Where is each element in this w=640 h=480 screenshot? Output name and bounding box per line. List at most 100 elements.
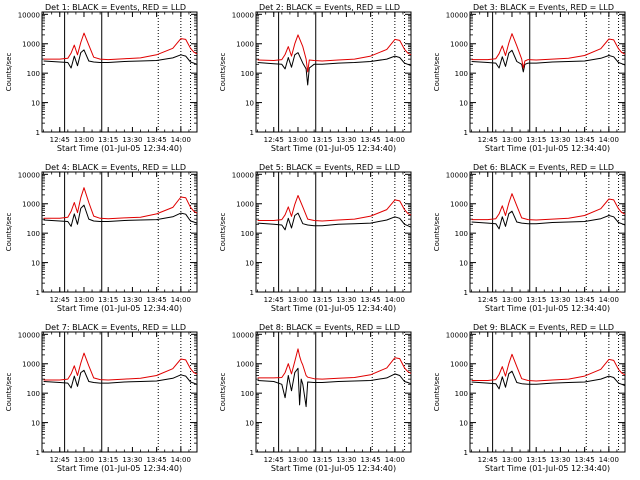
panel-title: Det 4: BLACK = Events, RED = LLD xyxy=(45,163,186,172)
y-tick-label: 100 xyxy=(27,390,40,398)
x-tick-label: 13:45 xyxy=(575,456,595,464)
y-tick-label: 1000 xyxy=(450,41,468,49)
x-tick-label: 13:30 xyxy=(336,136,356,144)
x-tick-label: 14:00 xyxy=(599,136,619,144)
panel-title: Det 8: BLACK = Events, RED = LLD xyxy=(259,323,400,332)
x-tick-label: 14:00 xyxy=(385,296,405,304)
x-tick-label: 13:00 xyxy=(74,296,94,304)
events-series-line xyxy=(43,49,198,69)
plot-frame xyxy=(41,11,198,133)
x-tick-label: 12:45 xyxy=(50,136,70,144)
plot-frame xyxy=(469,11,626,133)
detector-panel: 1 10 100 1000 10000 12:45 13:00 13:15 13:30 13:45… xyxy=(5,163,198,313)
y-axis-label: Counts/sec xyxy=(5,373,13,412)
detector-panel: 1 10 100 1000 10000 12:45 13:00 13:15 13:30 13:45… xyxy=(433,163,626,313)
x-tick-label: 13:45 xyxy=(361,456,381,464)
x-tick-label: 13:30 xyxy=(550,296,570,304)
panel-title: Det 1: BLACK = Events, RED = LLD xyxy=(45,3,186,12)
x-tick-label: 13:00 xyxy=(74,136,94,144)
events-series-line xyxy=(43,204,198,227)
y-axis-label: Counts/sec xyxy=(433,373,441,412)
x-tick-label: 14:00 xyxy=(171,296,191,304)
lld-series-line xyxy=(257,195,412,222)
y-tick-label: 10 xyxy=(31,260,40,268)
y-tick-label: 1000 xyxy=(22,201,40,209)
y-tick-label: 10 xyxy=(31,100,40,108)
y-tick-label: 1 xyxy=(36,449,40,457)
x-tick-label: 13:15 xyxy=(98,136,118,144)
y-tick-label: 100 xyxy=(455,230,468,238)
detector-panel: 1 10 100 1000 10000 12:45 13:00 13:15 13:30 13:45… xyxy=(219,163,412,313)
x-tick-label: 13:00 xyxy=(74,456,94,464)
events-series-line xyxy=(471,49,626,73)
y-tick-label: 1000 xyxy=(450,201,468,209)
panel-title: Det 9: BLACK = Events, RED = LLD xyxy=(473,323,614,332)
y-tick-label: 10000 xyxy=(446,171,468,179)
x-axis-label: Start Time (01-Jul-05 12:34:40) xyxy=(485,304,610,313)
x-axis-label: Start Time (01-Jul-05 12:34:40) xyxy=(271,304,396,313)
y-tick-label: 10000 xyxy=(18,171,40,179)
x-tick-label: 13:30 xyxy=(550,456,570,464)
x-tick-label: 13:45 xyxy=(361,136,381,144)
detector-panel: 1 10 100 1000 10000 12:45 13:00 13:15 13:30 13:45… xyxy=(5,323,198,473)
plot-frame xyxy=(255,11,412,133)
lld-series-line xyxy=(43,352,198,381)
y-axis-label: Counts/sec xyxy=(219,53,227,92)
x-tick-label: 12:45 xyxy=(478,456,498,464)
y-tick-label: 1000 xyxy=(22,361,40,369)
y-tick-label: 100 xyxy=(27,230,40,238)
plot-frame xyxy=(41,331,198,453)
y-tick-label: 10 xyxy=(245,420,254,428)
x-tick-label: 13:45 xyxy=(361,296,381,304)
events-series-line xyxy=(43,369,198,389)
x-tick-label: 13:30 xyxy=(122,296,142,304)
y-tick-label: 1000 xyxy=(236,201,254,209)
y-tick-label: 1 xyxy=(36,129,40,137)
detector-panel: 1 10 100 1000 10000 12:45 13:00 13:15 13:30 13:45… xyxy=(433,3,626,153)
x-tick-label: 13:15 xyxy=(98,456,118,464)
y-tick-label: 10000 xyxy=(232,11,254,19)
y-tick-label: 1000 xyxy=(22,41,40,49)
x-tick-label: 13:00 xyxy=(502,456,522,464)
x-tick-label: 13:30 xyxy=(122,136,142,144)
x-tick-label: 14:00 xyxy=(385,136,405,144)
y-tick-label: 10 xyxy=(459,260,468,268)
x-tick-label: 13:00 xyxy=(288,456,308,464)
y-tick-label: 1 xyxy=(464,449,468,457)
y-axis-label: Counts/sec xyxy=(5,53,13,92)
y-axis-label: Counts/sec xyxy=(219,373,227,412)
x-tick-label: 14:00 xyxy=(599,296,619,304)
detector-panel: 1 10 100 1000 10000 12:45 13:00 13:15 13:30 13:45… xyxy=(219,323,412,473)
x-tick-label: 12:45 xyxy=(264,456,284,464)
x-axis-label: Start Time (01-Jul-05 12:34:40) xyxy=(485,144,610,153)
x-tick-label: 13:30 xyxy=(550,136,570,144)
panel-title: Det 5: BLACK = Events, RED = LLD xyxy=(259,163,400,172)
y-tick-label: 1000 xyxy=(236,41,254,49)
panel-title: Det 2: BLACK = Events, RED = LLD xyxy=(259,3,400,12)
y-tick-label: 1 xyxy=(250,449,254,457)
x-tick-label: 13:00 xyxy=(502,296,522,304)
lld-series-line xyxy=(257,34,412,73)
y-tick-label: 1 xyxy=(36,289,40,297)
y-tick-label: 10000 xyxy=(446,331,468,339)
detector-panel: 1 10 100 1000 10000 12:45 13:00 13:15 13:30 13:45… xyxy=(433,323,626,473)
plot-frame xyxy=(41,171,198,293)
x-axis-label: Start Time (01-Jul-05 12:34:40) xyxy=(57,304,182,313)
y-tick-label: 10000 xyxy=(232,331,254,339)
x-tick-label: 12:45 xyxy=(264,136,284,144)
y-tick-label: 100 xyxy=(27,70,40,78)
plot-frame xyxy=(469,331,626,453)
x-tick-label: 13:30 xyxy=(122,456,142,464)
x-tick-label: 13:15 xyxy=(526,296,546,304)
x-tick-label: 12:45 xyxy=(50,296,70,304)
x-tick-label: 12:45 xyxy=(478,296,498,304)
x-axis-label: Start Time (01-Jul-05 12:34:40) xyxy=(57,144,182,153)
plot-frame xyxy=(255,331,412,453)
y-tick-label: 1 xyxy=(250,289,254,297)
y-tick-label: 10000 xyxy=(18,331,40,339)
y-tick-label: 10 xyxy=(459,420,468,428)
events-series-line xyxy=(257,212,412,231)
x-tick-label: 13:30 xyxy=(336,296,356,304)
events-series-line xyxy=(257,367,412,408)
